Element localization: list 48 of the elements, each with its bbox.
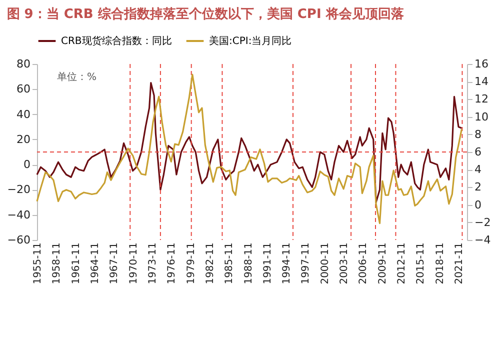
x-tick-label: 2012-11 [396, 242, 408, 284]
x-tick-label: 2006-11 [358, 242, 370, 284]
chart-title: 图 9：当 CRB 综合指数掉落至个位数以下，美国 CPI 将会见顶回落 [6, 6, 405, 22]
y-tick-label: −20 [7, 183, 30, 196]
x-tick-label: 1973-11 [147, 242, 158, 284]
legend-label: CRB现货综合指数：同比 [61, 35, 172, 47]
y-tick-label: −40 [7, 208, 30, 222]
x-tick-label: 1979-11 [186, 242, 197, 284]
y2-tick-label: −4 [474, 234, 491, 246]
y2-tick-label: 12 [474, 92, 488, 106]
annotation: 单位：% [57, 71, 97, 83]
legend-label: 美国:CPI:当月同比 [209, 35, 292, 47]
x-tick-label: 1982-11 [204, 242, 216, 284]
y-tick-label: 40 [16, 108, 30, 121]
y2-tick-label: 10 [474, 110, 488, 124]
y-tick-label: −60 [7, 234, 30, 246]
line-series [36, 74, 462, 224]
y-tick-label: 20 [16, 132, 30, 146]
line-series [36, 82, 462, 204]
x-tick-label: 1961-11 [70, 242, 82, 284]
y2-tick-label: −2 [474, 216, 491, 229]
y-tick-label: 80 [16, 58, 30, 70]
y2-tick-label: 8 [474, 128, 482, 141]
x-tick-label: 1955-11 [32, 242, 44, 284]
x-tick-label: 2018-11 [434, 242, 446, 284]
x-tick-label: 1994-11 [282, 242, 293, 284]
x-tick-label: 1985-11 [224, 242, 236, 284]
x-tick-label: 1967-11 [109, 242, 120, 284]
y2-tick-label: 14 [474, 75, 488, 88]
x-tick-label: 2000-11 [320, 242, 331, 284]
x-tick-label: 2009-11 [377, 242, 388, 284]
x-tick-label: 1988-11 [243, 242, 254, 284]
y2-tick-label: 6 [474, 146, 482, 158]
x-tick-label: 1976-11 [166, 242, 178, 284]
x-tick-label: 1991-11 [262, 242, 274, 284]
y-tick-label: 0 [24, 158, 30, 172]
x-tick-label: 2003-11 [339, 242, 350, 284]
x-tick-label: 2021-11 [454, 242, 466, 284]
y2-tick-label: 2 [474, 180, 482, 194]
x-tick-label: 1997-11 [300, 242, 312, 284]
y2-tick-label: 16 [474, 58, 488, 70]
x-tick-label: 2015-11 [416, 242, 427, 284]
x-tick-label: 1958-11 [52, 242, 63, 284]
y-tick-label: 60 [16, 82, 30, 96]
y2-tick-label: 4 [474, 163, 482, 176]
x-tick-label: 1970-11 [128, 242, 140, 284]
y2-tick-label: 0 [474, 198, 482, 212]
x-tick-label: 1964-11 [90, 242, 101, 284]
